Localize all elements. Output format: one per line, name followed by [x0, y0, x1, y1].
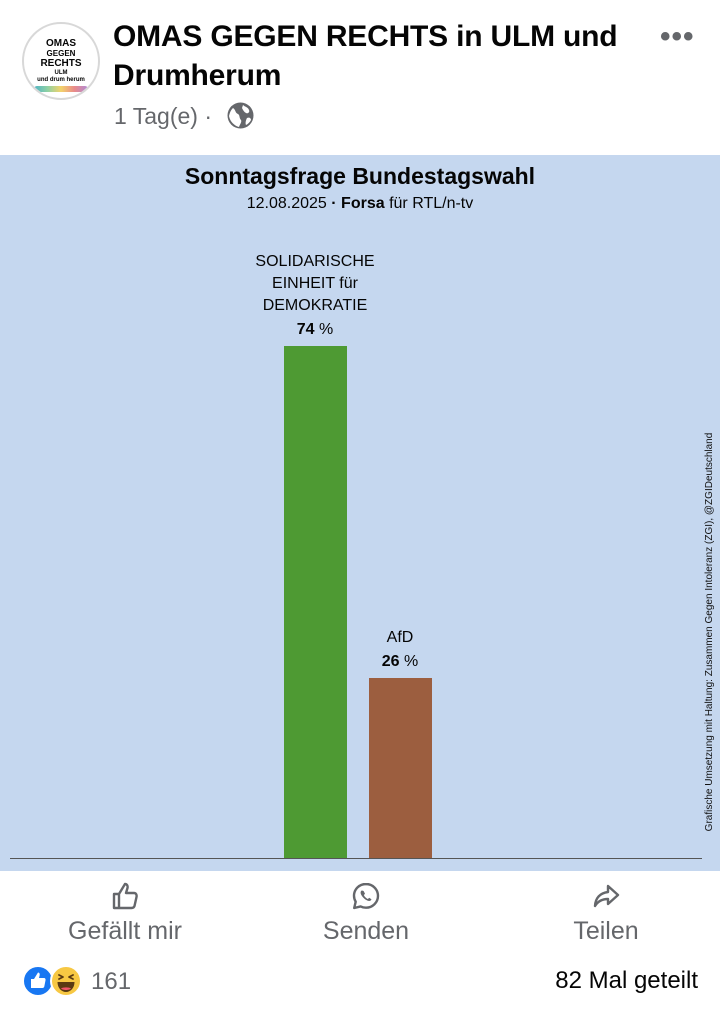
avatar-line-5: und drum herum [37, 77, 85, 83]
avatar-line-3: RECHTS [40, 58, 82, 69]
share-count[interactable]: 82 Mal geteilt [555, 967, 698, 994]
bar-category-label-1: SOLIDARISCHE EINHEIT für DEMOKRATIE [215, 251, 415, 317]
meta-separator: · [204, 103, 213, 129]
send-button[interactable]: Senden [318, 881, 414, 946]
reaction-icons[interactable] [22, 964, 88, 1003]
send-label: Senden [322, 917, 410, 945]
post-time[interactable]: 1 Tag(e) [114, 103, 198, 129]
bar-value-1: 74 [296, 320, 315, 338]
whatsapp-icon [352, 882, 380, 910]
subtitle-client: für RTL/n-tv [389, 195, 474, 212]
post-footer [0, 951, 720, 1024]
chart-title: Sonntagsfrage Bundestagswahl [184, 163, 536, 189]
chart-area [0, 155, 720, 871]
page-avatar[interactable]: OMAS GEGEN RECHTS ULM und drum herum [22, 22, 100, 100]
like-label: Gefällt mir [68, 917, 182, 945]
bar-2 [368, 677, 432, 858]
bar-1 [283, 345, 347, 858]
bar-value-label-2: 26 % [381, 652, 419, 670]
like-reaction-icon [22, 965, 54, 997]
bar-value-label-1: 74 % [296, 320, 334, 338]
post-meta: 1 Tag(e) · [114, 100, 212, 132]
reaction-count[interactable]: 161 [91, 968, 132, 995]
share-arrow-icon [593, 884, 620, 908]
avatar-color-stripe [34, 86, 88, 92]
subtitle-date: 12.08.2025 [246, 195, 327, 212]
share-button[interactable]: Teilen [566, 881, 646, 946]
post-header: OMAS GEGEN RECHTS ULM und drum herum OMA… [0, 0, 720, 155]
like-button[interactable]: Gefällt mir [62, 881, 188, 946]
credit-text: Grafische Umsetzung mit Haltung: Zusamme… [704, 432, 715, 832]
bar-category-label-2: AfD [300, 627, 500, 649]
category-line: DEMOKRATIE [262, 296, 368, 314]
haha-reaction-icon [50, 965, 82, 997]
more-options-icon[interactable]: ••• [660, 20, 695, 53]
chart-subtitle: 12.08.2025 · Forsa für RTL/n-tv [0, 193, 720, 215]
subtitle-dot: · [331, 195, 337, 212]
avatar-line-1: OMAS [46, 38, 76, 49]
category-line: SOLIDARISCHE [255, 252, 375, 270]
category-line: AfD [386, 628, 414, 646]
globe-icon [227, 102, 254, 129]
thumbs-up-icon [112, 882, 138, 910]
category-line: EINHEIT für [272, 274, 358, 292]
avatar-line-4: ULM [54, 70, 68, 76]
bar-value-2: 26 [381, 652, 400, 670]
chart-credit: Grafische Umsetzung mit Haltung: Zusamme… [701, 407, 719, 857]
page-name[interactable]: OMAS GEGEN RECHTS in ULM und Drumherum [113, 20, 618, 92]
share-label: Teilen [573, 917, 639, 945]
reactions-svg [22, 965, 82, 997]
chart-baseline [10, 858, 702, 859]
avatar-line-2: GEGEN [46, 49, 76, 58]
subtitle-pollster: Forsa [341, 195, 385, 212]
